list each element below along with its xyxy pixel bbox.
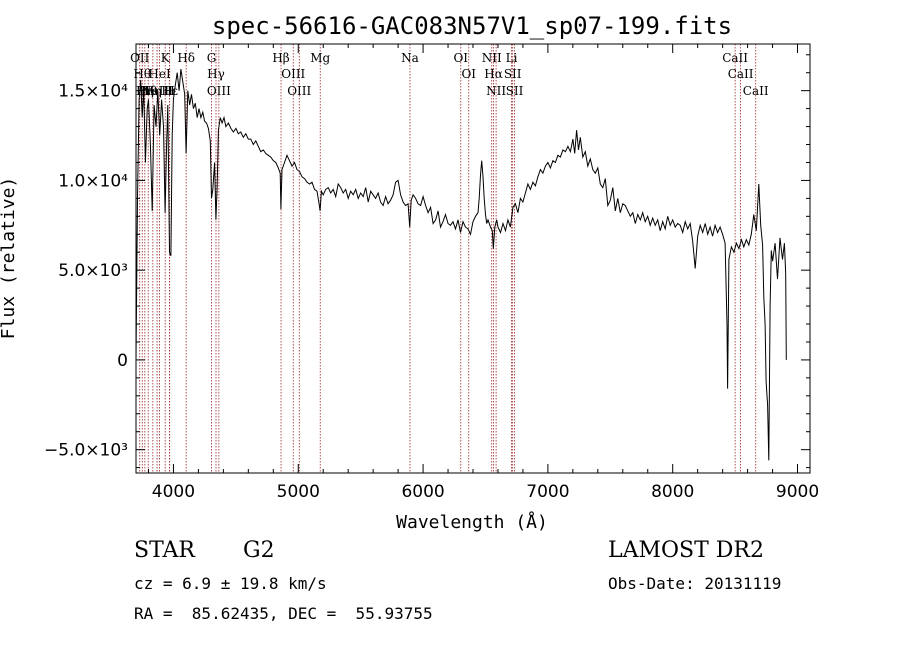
x-tick-label: 6000 (401, 482, 444, 502)
x-tick-label: 4000 (152, 482, 195, 502)
y-axis-ticks: −5.0×10³ 0 5.0×10³ 1.0×10⁴ 1.5×10⁴ (44, 54, 810, 469)
survey-name: LAMOST DR2 (608, 538, 764, 563)
line-label: K (161, 51, 171, 65)
observation-date: Obs-Date: 20131119 (608, 574, 782, 593)
x-tick-label: 9000 (776, 482, 819, 502)
velocity-text: cz = 6.9 ± 19.8 km/s (134, 574, 327, 593)
coordinates-text: RA = 85.62435, DEC = 55.93755 (134, 604, 433, 623)
line-label: Hδ (177, 51, 195, 65)
y-tick-label: 5.0×10³ (58, 261, 128, 281)
line-label: Mg (310, 51, 330, 65)
chart-title: spec-56616-GAC083N57V1_sp07-199.fits (212, 12, 732, 40)
x-tick-label: 5000 (277, 482, 320, 502)
line-label: NII (486, 84, 506, 98)
line-label: Na (401, 51, 419, 65)
line-label: CaII (743, 84, 769, 98)
x-axis-ticks: 4000 5000 6000 7000 8000 9000 (147, 44, 819, 502)
line-label: Hθ (133, 67, 151, 81)
spectrum-line (135, 69, 787, 461)
line-label: Hα (484, 67, 503, 81)
line-label: OI (453, 51, 468, 65)
line-label: Hγ (207, 67, 225, 81)
spectral-line-markers (139, 44, 757, 473)
line-label: NeIII (141, 84, 173, 98)
line-label: Li (506, 51, 518, 65)
y-axis-label: Flux (relative) (0, 177, 19, 340)
y-tick-label: −5.0×10³ (44, 441, 128, 461)
object-subclass: G2 (243, 538, 275, 563)
x-axis-label: Wavelength (Å) (396, 511, 548, 533)
line-label: H (164, 84, 174, 98)
y-tick-label: 1.5×10⁴ (58, 82, 128, 102)
y-tick-label: 0 (117, 351, 128, 371)
line-label: SII (504, 67, 522, 81)
line-label: NII (482, 51, 502, 65)
x-tick-label: 7000 (526, 482, 569, 502)
line-label: HeI (148, 67, 171, 81)
line-label: OIII (281, 67, 305, 81)
line-label: G (207, 51, 217, 65)
line-label: Hβ (272, 51, 289, 65)
line-label: OI (461, 67, 476, 81)
object-class: STAR (134, 538, 195, 563)
line-label: OII (130, 51, 150, 65)
x-tick-label: 8000 (651, 482, 694, 502)
plot-frame (135, 43, 811, 474)
line-label: OIII (207, 84, 231, 98)
line-label: SII (506, 84, 524, 98)
line-label: CaII (728, 67, 754, 81)
y-tick-label: 1.0×10⁴ (58, 171, 128, 191)
line-label: CaII (722, 51, 748, 65)
line-label: OIII (287, 84, 311, 98)
